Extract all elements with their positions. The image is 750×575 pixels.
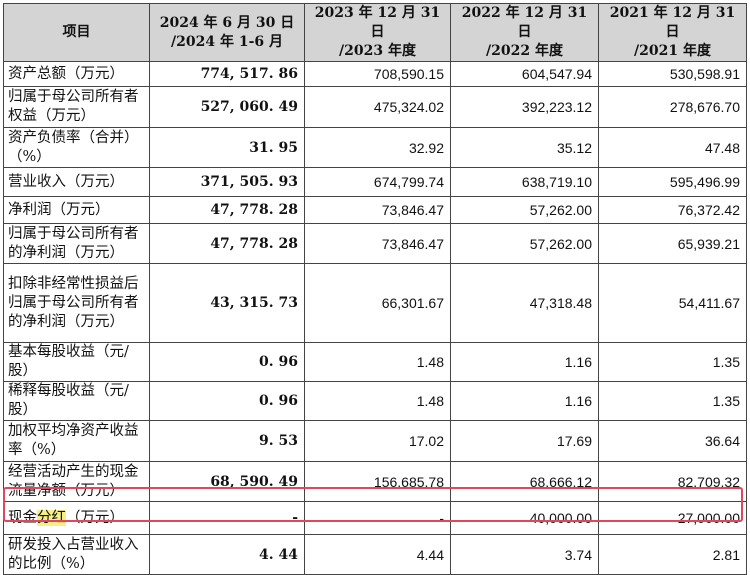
cell-value: 31. 95 xyxy=(149,127,305,168)
row-label: 稀释每股收益（元/股） xyxy=(3,381,150,421)
cell-value: 1.16 xyxy=(450,342,599,382)
row-label: 净利润（万元） xyxy=(3,196,150,224)
cell-value: 1.35 xyxy=(598,342,747,382)
cell-value: 4.44 xyxy=(304,534,451,575)
cell-value: - xyxy=(149,501,305,535)
cell-value: 27,000.00 xyxy=(598,501,747,535)
cell-value: 3.74 xyxy=(450,534,599,575)
table-row: 资产总额（万元） 774, 517. 86 708,590.15 604,547… xyxy=(3,61,747,87)
cell-value: 638,719.10 xyxy=(450,167,599,197)
row-label: 经营活动产生的现金流量净额（万元） xyxy=(3,461,150,502)
financial-table: 项目 2024 年 6 月 30 日 /2024 年 1-6 月 2023 年 … xyxy=(3,3,747,575)
cell-value: 43, 315. 73 xyxy=(149,263,305,343)
cell-value: 73,846.47 xyxy=(304,196,451,224)
cell-value: 17.02 xyxy=(304,420,451,462)
cell-value: 0. 96 xyxy=(149,381,305,421)
row-label: 加权平均净资产收益率（%） xyxy=(3,420,150,462)
cell-value: 47.48 xyxy=(598,127,747,168)
row-label: 基本每股收益（元/股） xyxy=(3,342,150,382)
label-part: 现金 xyxy=(8,509,37,526)
cell-value: 774, 517. 86 xyxy=(149,61,305,87)
table-row: 稀释每股收益（元/股） 0. 96 1.48 1.16 1.35 xyxy=(3,381,747,421)
cell-value: 57,262.00 xyxy=(450,223,599,264)
table-row: 营业收入（万元） 371, 505. 93 674,799.74 638,719… xyxy=(3,167,747,197)
cell-value: 530,598.91 xyxy=(598,61,747,87)
row-label: 扣除非经常性损益后归属于母公司所有者的净利润（万元） xyxy=(3,263,150,343)
row-label: 营业收入（万元） xyxy=(3,167,150,197)
cell-value: 1.48 xyxy=(304,342,451,382)
cell-value: 674,799.74 xyxy=(304,167,451,197)
table-row: 研发投入占营业收入的比例（%） 4. 44 4.44 3.74 2.81 xyxy=(3,534,747,575)
cell-value: 708,590.15 xyxy=(304,61,451,87)
table-row: 基本每股收益（元/股） 0. 96 1.48 1.16 1.35 xyxy=(3,342,747,382)
label-part: （万元） xyxy=(66,509,124,526)
cell-value: 47,318.48 xyxy=(450,263,599,343)
cell-value: 68, 590. 49 xyxy=(149,461,305,502)
header-row: 项目 2024 年 6 月 30 日 /2024 年 1-6 月 2023 年 … xyxy=(3,3,747,62)
cell-value: 76,372.42 xyxy=(598,196,747,224)
row-label: 归属于母公司所有者权益（万元） xyxy=(3,86,150,128)
cell-value: 9. 53 xyxy=(149,420,305,462)
cell-value: 475,324.02 xyxy=(304,86,451,128)
cell-value: 68,666.12 xyxy=(450,461,599,502)
header-2023: 2023 年 12 月 31 日 /2023 年度 xyxy=(304,3,451,62)
table-row-cash-dividend: 现金分红（万元） - - 40,000.00 27,000.00 xyxy=(3,501,747,535)
table-row: 加权平均净资产收益率（%） 9. 53 17.02 17.69 36.64 xyxy=(3,420,747,462)
cell-value: 17.69 xyxy=(450,420,599,462)
table-row: 扣除非经常性损益后归属于母公司所有者的净利润（万元） 43, 315. 73 6… xyxy=(3,263,747,343)
cell-value: 1.16 xyxy=(450,381,599,421)
cell-value: 604,547.94 xyxy=(450,61,599,87)
cell-value: 47, 778. 28 xyxy=(149,196,305,224)
table-row: 归属于母公司所有者权益（万元） 527, 060. 49 475,324.02 … xyxy=(3,86,747,128)
cell-value: 82,709.32 xyxy=(598,461,747,502)
table-row: 经营活动产生的现金流量净额（万元） 68, 590. 49 156,685.78… xyxy=(3,461,747,502)
cell-value: 0. 96 xyxy=(149,342,305,382)
cell-value: 54,411.67 xyxy=(598,263,747,343)
cell-value: 36.64 xyxy=(598,420,747,462)
row-label: 资产负债率（合并）（%） xyxy=(3,127,150,168)
cell-value: 4. 44 xyxy=(149,534,305,575)
header-2021: 2021 年 12 月 31 日 /2021 年度 xyxy=(598,3,747,62)
cell-value: 65,939.21 xyxy=(598,223,747,264)
cell-value: 32.92 xyxy=(304,127,451,168)
cell-value: - xyxy=(304,501,451,535)
table-row: 归属于母公司所有者的净利润（万元） 47, 778. 28 73,846.47 … xyxy=(3,223,747,264)
cell-value: 527, 060. 49 xyxy=(149,86,305,128)
table-row: 资产负债率（合并）（%） 31. 95 32.92 35.12 47.48 xyxy=(3,127,747,168)
cell-value: 2.81 xyxy=(598,534,747,575)
row-label: 现金分红（万元） xyxy=(3,501,150,535)
row-label: 资产总额（万元） xyxy=(3,61,150,87)
row-label: 研发投入占营业收入的比例（%） xyxy=(3,534,150,575)
row-label: 归属于母公司所有者的净利润（万元） xyxy=(3,223,150,264)
cell-value: 1.48 xyxy=(304,381,451,421)
cell-value: 40,000.00 xyxy=(450,501,599,535)
cell-value: 156,685.78 xyxy=(304,461,451,502)
table-row: 净利润（万元） 47, 778. 28 73,846.47 57,262.00 … xyxy=(3,196,747,224)
cell-value: 595,496.99 xyxy=(598,167,747,197)
cell-value: 1.35 xyxy=(598,381,747,421)
header-item: 项目 xyxy=(3,3,150,62)
cell-value: 73,846.47 xyxy=(304,223,451,264)
cell-value: 35.12 xyxy=(450,127,599,168)
cell-value: 66,301.67 xyxy=(304,263,451,343)
cell-value: 278,676.70 xyxy=(598,86,747,128)
cell-value: 47, 778. 28 xyxy=(149,223,305,264)
cell-value: 392,223.12 xyxy=(450,86,599,128)
cell-value: 371, 505. 93 xyxy=(149,167,305,197)
highlighted-text: 分红 xyxy=(37,509,66,526)
header-2024h1: 2024 年 6 月 30 日 /2024 年 1-6 月 xyxy=(149,3,305,62)
header-2022: 2022 年 12 月 31 日 /2022 年度 xyxy=(450,3,599,62)
cell-value: 57,262.00 xyxy=(450,196,599,224)
